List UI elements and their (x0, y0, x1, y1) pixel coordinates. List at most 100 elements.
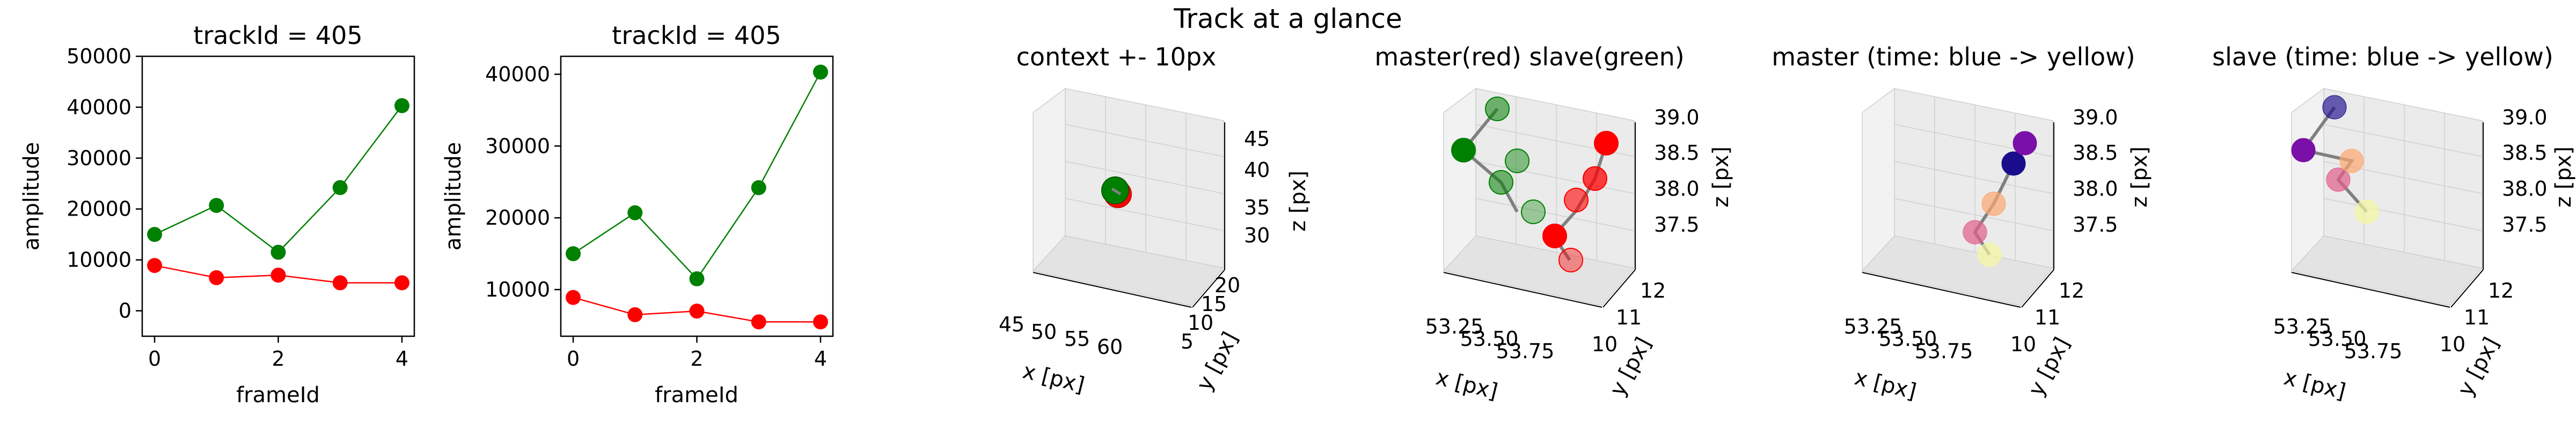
chart-5-xlabel: x [px] (1852, 365, 1919, 404)
chart-3-ytick-2: 15 (1201, 292, 1227, 316)
chart-5-xaxis (1862, 272, 2021, 308)
chart-5-ztick-2: 38.5 (2073, 141, 2118, 165)
chart-6-yaxis (2450, 269, 2484, 308)
chart-2-series-1-point (627, 307, 643, 322)
chart-5-xtick-1: 53.50 (1879, 327, 1937, 351)
chart-1-series-1-point (147, 258, 163, 273)
chart-3-ztick-2: 40 (1244, 158, 1270, 182)
chart-5-ytick-0: 10 (2010, 332, 2036, 356)
chart-5-panes (1861, 87, 2054, 306)
chart-1-series-0-point (394, 98, 409, 114)
line-chart-2: trackId = 405 10000 20000 30000 40000 0 2 4 f… (441, 21, 834, 408)
chart-4-xaxis (1443, 272, 1602, 308)
chart-1-series-0-point (270, 245, 286, 260)
chart-6-marker-t0 (2322, 95, 2347, 120)
chart-2-series-0-line (573, 71, 822, 280)
chart-3-ztick-1: 35 (1244, 196, 1270, 219)
chart-2-series-1-point (751, 314, 766, 330)
chart-1-ytick-label: 50000 (67, 45, 131, 68)
chart-2-series-1-point (566, 290, 581, 305)
chart-6-xtick-2: 53.75 (2344, 339, 2403, 363)
chart-4-ytick-1: 11 (1616, 306, 1642, 329)
chart-5-yaxis (2021, 269, 2054, 308)
chart-5-ytick-2: 12 (2059, 279, 2084, 302)
chart-3-markers (1101, 176, 1132, 208)
chart-1-ytick-label: 20000 (67, 197, 131, 221)
chart-3-ytick-0: 5 (1181, 330, 1194, 353)
chart-1-xlabel: frameId (236, 383, 320, 408)
chart-4-marker-slave (1451, 138, 1476, 162)
chart-3-xtick-1: 50 (1031, 320, 1057, 344)
chart-6-ztick-2: 38.5 (2502, 141, 2548, 165)
chart-3-ytick-3: 20 (1214, 273, 1240, 297)
chart-3-zlabel: z [px] (1286, 171, 1311, 232)
chart-4-marker-slave (1485, 97, 1510, 121)
chart-3-xtick-2: 55 (1064, 327, 1090, 351)
chart-1-series-1-point (394, 275, 409, 291)
chart-5-title: master (time: blue -> yellow) (1772, 42, 2135, 71)
chart-4-marker-master (1564, 188, 1589, 212)
chart-1-ytick-label: 40000 (67, 95, 131, 119)
chart-4-marker-master (1594, 131, 1619, 156)
chart-4-marker-master (1542, 224, 1567, 248)
chart-1-series-0-point (147, 227, 163, 242)
chart-6-xtick-1: 53.50 (2308, 327, 2367, 351)
chart-6-marker-t4 (2354, 199, 2379, 224)
chart-6-xaxis (2291, 272, 2450, 308)
chart-2-ytick-label: 20000 (485, 206, 550, 230)
chart-5-marker-t1 (2012, 131, 2037, 156)
chart-4-xtick-1: 53.50 (1460, 327, 1519, 351)
chart-3-xlabel: x [px] (1020, 359, 1087, 398)
chart-3-yaxis (1192, 269, 1225, 308)
chart-2-ytick-label: 30000 (485, 134, 550, 158)
chart-1-ytick-label: 30000 (67, 146, 131, 170)
chart-1-xtick-label: 0 (148, 347, 161, 371)
chart-6-marker-t1 (2291, 138, 2316, 162)
chart-2-series-0-point (566, 246, 581, 262)
chart-5-xtick-2: 53.75 (1915, 339, 1973, 363)
chart-2-xtick-label: 4 (814, 347, 827, 371)
chart-4-ztick-3: 39.0 (1654, 106, 1700, 129)
chart-1-plot-area (141, 55, 415, 337)
chart-2-series-0-point (813, 64, 828, 80)
chart-6-zlabel: z [px] (2551, 146, 2576, 208)
figure-suptitle: Track at a glance (1173, 3, 1402, 34)
chart-5-marker-t0 (2001, 151, 2026, 176)
chart-4-ytick-2: 12 (1640, 279, 1666, 302)
chart-6-title: slave (time: blue -> yellow) (2212, 42, 2553, 71)
chart-3-panes (1032, 87, 1225, 306)
chart-4-marker-master (1583, 166, 1607, 191)
chart-4-markers (1451, 97, 1619, 272)
chart-3-grid (1065, 97, 1224, 261)
chart-5-marker-t3 (1981, 191, 2006, 216)
chart-4-ytick-0: 10 (1592, 332, 1618, 356)
chart-3-title: context +- 10px (1016, 42, 1217, 71)
chart-6-ztick-1: 38.0 (2502, 177, 2548, 201)
chart-2-series-1-point (813, 314, 828, 330)
chart-5-markers (1963, 131, 2037, 267)
scatter3d-master-time: master (time: blue -> yellow) 53.25 53.5… (1772, 42, 2152, 404)
chart-1-xtick-label: 2 (272, 347, 284, 371)
chart-1-series-0-line (154, 105, 402, 254)
chart-2-series-1-point (689, 304, 705, 319)
chart-3-ztick-0: 30 (1244, 224, 1270, 247)
chart-1-series-0-point (209, 198, 224, 213)
chart-2-series-0-point (751, 180, 766, 195)
chart-6-xtick-0: 53.25 (2273, 315, 2332, 338)
chart-3-ztick-3: 45 (1244, 127, 1270, 151)
chart-4-zlabel: z [px] (1709, 146, 1733, 208)
chart-5-ztick-0: 37.5 (2073, 213, 2118, 236)
scatter3d-context: context +- 10px 45 50 55 60 5 10 15 20 3… (999, 42, 1311, 398)
chart-1-ylabel: amplitude (19, 142, 44, 250)
chart-5-marker-t2 (1963, 220, 1987, 245)
chart-6-marker-t2 (2326, 167, 2351, 192)
chart-4-ztick-0: 37.5 (1654, 213, 1700, 236)
chart-3-link (1111, 187, 1122, 196)
chart-3-ytick-1: 10 (1188, 311, 1213, 335)
chart-1-series-1-point (270, 268, 286, 283)
chart-4-xlabel: x [px] (1433, 365, 1500, 404)
chart-3-xaxis (1033, 272, 1192, 308)
chart-1-series-1-point (332, 275, 348, 291)
line-chart-1: trackId = 405 0 10000 20000 30000 40000 50000… (19, 21, 415, 408)
